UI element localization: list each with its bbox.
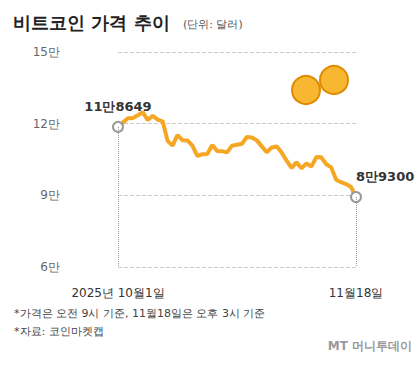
svg-text:6만: 6만 [40, 260, 60, 274]
svg-text:9만: 9만 [40, 188, 60, 202]
svg-text:15만: 15만 [33, 45, 60, 59]
svg-text:11만8649: 11만8649 [84, 99, 151, 114]
svg-text:(단위: 달러): (단위: 달러) [183, 18, 243, 31]
svg-text:8만9300: 8만9300 [356, 169, 414, 184]
svg-text:2025년 10월1일: 2025년 10월1일 [71, 286, 164, 300]
svg-text:비트코인 가격 추이: 비트코인 가격 추이 [13, 12, 170, 33]
svg-text:12만: 12만 [33, 117, 60, 131]
svg-text:*자료: 코인마켓캡: *자료: 코인마켓캡 [14, 325, 104, 338]
svg-text:*가격은 오전 9시 기준, 11월18일은 오후 3시 기: *가격은 오전 9시 기준, 11월18일은 오후 3시 기준 [14, 307, 265, 320]
svg-text:11월18일: 11월18일 [329, 286, 384, 300]
svg-text:MT 머니투데이: MT 머니투데이 [328, 339, 412, 353]
